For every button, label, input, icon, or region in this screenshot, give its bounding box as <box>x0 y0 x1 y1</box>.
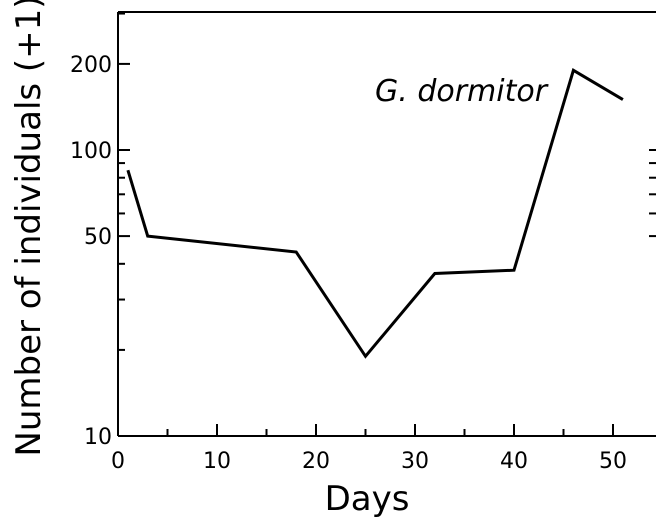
series-line <box>126 68 624 359</box>
x-tick-label: 50 <box>599 449 627 474</box>
x-ticks: 0 10 20 30 40 50 <box>111 424 627 474</box>
y-tick-label: 100 <box>70 139 112 164</box>
x-tick-label: 20 <box>302 449 330 474</box>
x-tick-label: 40 <box>500 449 528 474</box>
annotation-label: G. dormitor <box>375 74 549 109</box>
y-tick-label: 10 <box>84 425 112 450</box>
x-axis-title: Days <box>325 479 410 519</box>
series-group <box>126 68 624 359</box>
plot-frame <box>117 11 656 437</box>
y-axis-title: Number of individuals (+1) <box>9 0 49 457</box>
y-tick-label: 50 <box>84 225 112 250</box>
x-tick-label: 0 <box>111 449 125 474</box>
x-tick-label: 30 <box>401 449 429 474</box>
y-tick-label: 200 <box>70 53 112 78</box>
y-ticks: 10 50 100 200 <box>70 12 656 450</box>
x-tick-label: 10 <box>203 449 231 474</box>
